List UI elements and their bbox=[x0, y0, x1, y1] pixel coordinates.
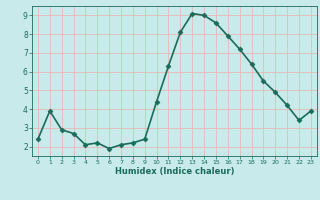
X-axis label: Humidex (Indice chaleur): Humidex (Indice chaleur) bbox=[115, 167, 234, 176]
